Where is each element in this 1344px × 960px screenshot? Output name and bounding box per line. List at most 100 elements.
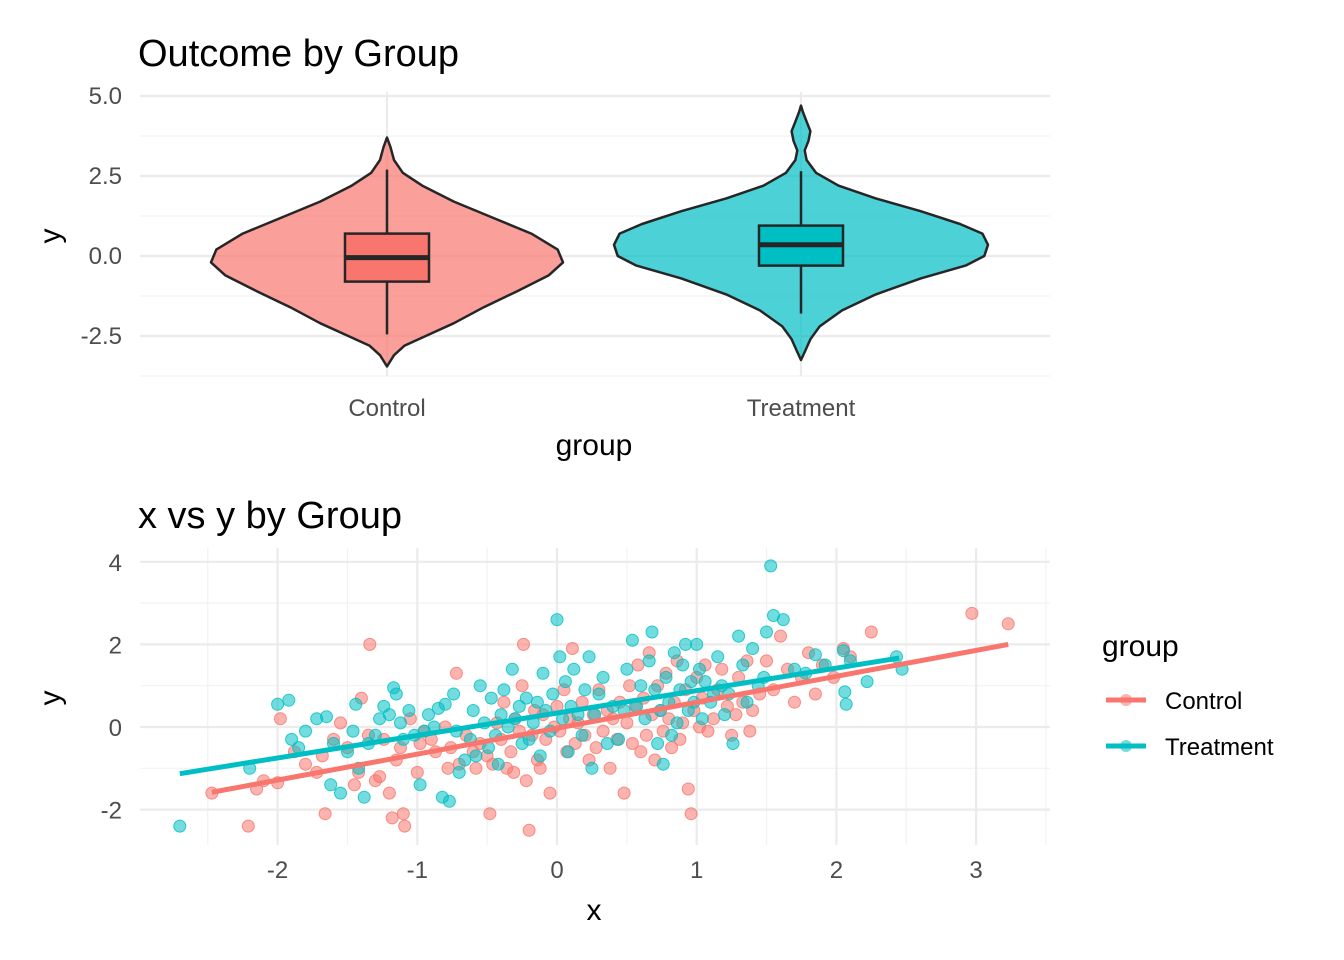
- scatter-point-control: [483, 807, 497, 821]
- scatter-point-control: [398, 819, 412, 833]
- scatter-point-treatment: [452, 765, 466, 779]
- scatter-point-treatment: [442, 794, 456, 808]
- violin-x-tick-label: Treatment: [747, 395, 856, 422]
- fit-line-treatment: [179, 655, 900, 777]
- scatter-point-treatment: [659, 670, 673, 684]
- scatter-point-control: [639, 728, 653, 742]
- scatter-point-treatment: [695, 712, 709, 726]
- scatter-point-treatment: [299, 724, 312, 738]
- scatter-point-treatment: [620, 662, 634, 676]
- scatter-point-control: [729, 708, 743, 722]
- scatter-point-control: [241, 819, 255, 833]
- scatter-point-treatment: [634, 679, 648, 693]
- scatter-point-treatment: [667, 646, 681, 660]
- scatter-point-treatment: [394, 716, 407, 730]
- scatter-point-treatment: [413, 778, 427, 792]
- scatter-y-tick-label: 4: [109, 550, 122, 577]
- scatter-points: [173, 559, 1015, 837]
- scatter-point-treatment: [458, 753, 472, 767]
- scatter-point-control: [396, 807, 410, 821]
- scatter-point-treatment: [651, 737, 665, 750]
- scatter-point-control: [603, 761, 617, 775]
- scatter-point-control: [385, 811, 399, 825]
- scatter-point-treatment: [349, 697, 363, 711]
- scatter-point-treatment: [596, 670, 610, 684]
- scatter-point-treatment: [711, 650, 725, 664]
- scatter-point-control: [347, 778, 361, 792]
- scatter-point-treatment: [578, 683, 592, 697]
- scatter-point-control: [760, 654, 773, 668]
- scatter-point-control: [623, 679, 637, 693]
- scatter-point-treatment: [740, 695, 754, 709]
- violin-x-axis-title: group: [556, 429, 633, 462]
- scatter-point-treatment: [466, 704, 480, 717]
- scatter-point-treatment: [726, 737, 740, 750]
- scatter-x-tick-label: 3: [969, 857, 982, 884]
- scatter-point-control: [363, 637, 377, 651]
- scatter-point-treatment: [732, 629, 746, 643]
- scatter-point-treatment: [693, 662, 706, 676]
- scatter-point-treatment: [505, 662, 519, 676]
- scatter-point-treatment: [676, 658, 690, 672]
- legend-item-treatment: Treatment: [1106, 734, 1274, 761]
- scatter-point-control: [617, 786, 631, 800]
- scatter-point-control: [620, 716, 634, 730]
- scatter-point-treatment: [698, 675, 712, 689]
- scatter-point-treatment: [512, 699, 526, 713]
- scatter-point-treatment: [764, 559, 778, 573]
- scatter-point-control: [517, 637, 530, 651]
- violin-y-tick-label: -2.5: [81, 323, 122, 350]
- scatter-x-ticks: -2 -1 0 1 2 3: [267, 857, 983, 884]
- scatter-point-treatment: [612, 732, 625, 746]
- scatter-point-control: [522, 823, 536, 837]
- scatter-point-control: [1001, 617, 1015, 631]
- legend: group Control Treatment: [1102, 630, 1274, 761]
- scatter-point-control: [299, 757, 312, 771]
- scatter-x-tick-label: -1: [407, 857, 428, 884]
- fit-line-control: [211, 641, 1009, 795]
- scatter-point-control: [497, 695, 511, 709]
- scatter-point-control: [543, 786, 557, 800]
- scatter-point-control: [707, 712, 720, 726]
- violin-y-tick-label: 5.0: [89, 83, 122, 110]
- scatter-point-treatment: [670, 716, 684, 730]
- scatter-point-treatment: [776, 613, 790, 627]
- scatter-point-treatment: [536, 666, 550, 680]
- scatter-point-treatment: [447, 687, 461, 701]
- scatter-point-treatment: [271, 697, 285, 711]
- violin-y-tick-label: 0.0: [89, 243, 122, 270]
- scatter-point-control: [681, 782, 695, 796]
- scatter-point-treatment: [625, 633, 639, 647]
- scatter-point-treatment: [746, 642, 760, 655]
- scatter-point-treatment: [684, 675, 698, 689]
- scatter-panel: x vs y by Group 4 2 0 -2 -2 -1 0 1 2 3 x y: [34, 495, 1050, 927]
- violin-title: Outcome by Group: [138, 33, 459, 75]
- scatter-point-control: [965, 606, 979, 620]
- violin-y-tick-label: 2.5: [89, 163, 122, 190]
- scatter-y-axis-title: y: [34, 691, 67, 706]
- scatter-point-treatment: [334, 786, 347, 800]
- scatter-point-treatment: [491, 757, 505, 771]
- scatter-title: x vs y by Group: [138, 495, 402, 537]
- scatter-point-treatment: [838, 685, 852, 699]
- scatter-point-treatment: [357, 790, 371, 804]
- violin-y-ticks: 5.0 2.5 0.0 -2.5: [81, 83, 122, 350]
- scatter-point-treatment: [642, 654, 656, 668]
- scatter-x-axis-title: x: [587, 894, 602, 927]
- scatter-point-treatment: [679, 637, 692, 651]
- legend-label-control: Control: [1165, 688, 1242, 715]
- scatter-point-treatment: [494, 708, 508, 722]
- scatter-point-treatment: [575, 728, 589, 742]
- scatter-point-control: [864, 625, 878, 639]
- violin-panel: Outcome by Group 5.0 2.5 0.0 -2.5 Control Tr…: [34, 33, 1050, 462]
- scatter-point-treatment: [558, 675, 572, 689]
- scatter-point-control: [684, 807, 698, 821]
- violin-y-axis-title: y: [34, 229, 67, 244]
- scatter-point-control: [273, 712, 287, 726]
- scatter-point-treatment: [473, 679, 487, 693]
- legend-label-treatment: Treatment: [1165, 734, 1274, 761]
- scatter-fit-lines: [179, 641, 1009, 795]
- scatter-point-treatment: [497, 683, 511, 697]
- scatter-point-control: [565, 642, 579, 655]
- scatter-point-control: [318, 807, 332, 821]
